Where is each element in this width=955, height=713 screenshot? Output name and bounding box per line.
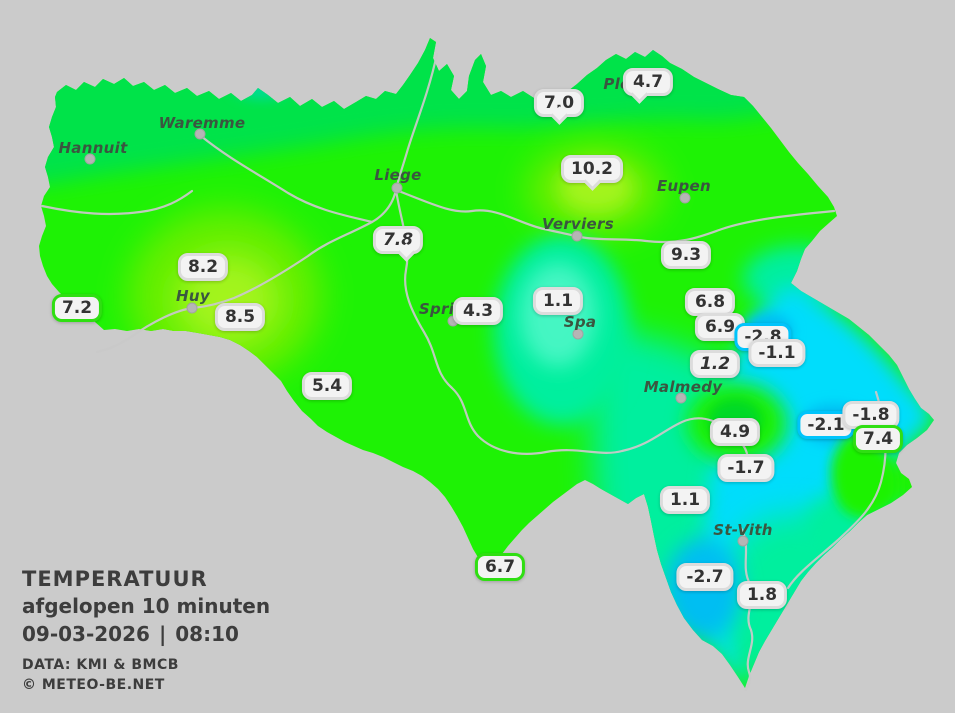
legend-copyright: © METEO-BE.NET — [22, 677, 165, 693]
temp-station-label: 7.0 — [533, 89, 585, 125]
temp-station-label: 10.2 — [561, 155, 623, 191]
temp-station-label: 4.3 — [452, 297, 504, 325]
city-dot-liege — [391, 182, 403, 194]
temp-station-label: 1.1 — [659, 486, 711, 514]
legend-separator: | — [158, 622, 167, 646]
legend-time: 08:10 — [175, 622, 239, 646]
temp-station-label: -1.1 — [748, 339, 806, 367]
label-pointer-tail — [630, 85, 649, 104]
river-ourthe-ambleve — [394, 188, 749, 469]
temp-station-label: 9.3 — [660, 241, 712, 269]
label-pointer-tail — [583, 172, 602, 191]
city-label-huy: Huy — [176, 287, 210, 305]
legend-date: 09-03-2026 — [22, 622, 150, 646]
temp-station-label: 4.7 — [622, 68, 674, 104]
warm-wedge-southeast — [831, 432, 900, 518]
city-label-spa: Spa — [563, 313, 597, 331]
legend: TEMPERATUUR afgelopen 10 minuten 09-03-2… — [22, 565, 270, 695]
temp-station-label: 7.2 — [51, 294, 103, 322]
temp-station-label: 6.7 — [474, 553, 526, 581]
temp-station-label: 7.8 — [372, 226, 424, 262]
city-label-hannuit: Hannuit — [58, 139, 128, 157]
legend-source: DATA: KMI & BMCB — [22, 657, 179, 673]
temp-station-label: 8.2 — [177, 253, 229, 281]
temp-station-label: 5.4 — [301, 372, 353, 400]
temp-station-label: -1.7 — [717, 454, 775, 482]
temp-station-label: -2.1 — [797, 411, 855, 439]
city-dot-hannuit — [84, 153, 96, 165]
label-pointer-tail — [397, 243, 416, 262]
city-dot-verviers — [571, 230, 583, 242]
temp-station-label: 1.1 — [532, 287, 584, 315]
temp-station-label: 7.4 — [852, 425, 904, 453]
city-dot-eupen — [679, 192, 691, 204]
river-meuse — [95, 52, 439, 354]
city-dot-waremme — [194, 128, 206, 140]
city-dot-spa — [572, 328, 584, 340]
river-stvith — [739, 526, 754, 692]
city-label-malmedy: Malmedy — [643, 378, 723, 396]
river-west — [40, 189, 194, 216]
river-jeker — [199, 134, 374, 224]
city-label-waremme: Waremme — [158, 114, 246, 132]
temp-station-label: -2.7 — [676, 563, 734, 591]
temp-station-label: 6.8 — [684, 288, 736, 316]
temp-station-label: 1.2 — [689, 350, 741, 378]
city-dot-huy — [186, 302, 198, 314]
city-dot-malmedy — [675, 392, 687, 404]
city-dot-st-vith — [737, 535, 749, 547]
temp-station-label: 8.5 — [214, 303, 266, 331]
legend-subtitle: afgelopen 10 minuten — [22, 594, 271, 618]
city-label-liege: Liege — [374, 166, 422, 184]
temp-station-label: 4.9 — [709, 418, 761, 446]
legend-title: TEMPERATUUR — [22, 567, 208, 591]
city-label-eupen: Eupen — [656, 177, 712, 195]
temp-station-label: 1.8 — [736, 581, 788, 609]
city-label-st-vith: St-Vith — [713, 521, 773, 539]
label-pointer-tail — [550, 106, 569, 125]
city-label-verviers: Verviers — [542, 215, 614, 233]
legend-datetime: 09-03-2026 | 08:10 — [22, 620, 270, 648]
